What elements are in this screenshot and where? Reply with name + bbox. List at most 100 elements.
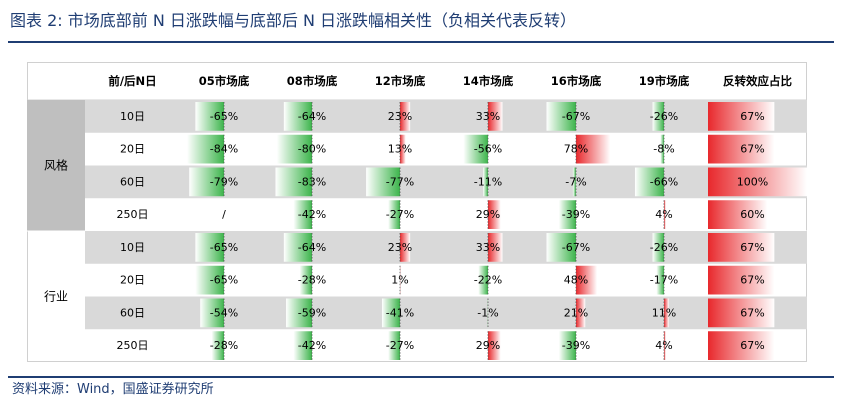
value-label: -65%: [210, 274, 238, 287]
value-label: -7%: [565, 175, 586, 188]
value-label: -77%: [386, 175, 414, 188]
ratio-label: 67%: [740, 143, 764, 156]
neg-bar: [478, 265, 488, 295]
ratio-label: 67%: [740, 339, 764, 352]
neg-bar: [652, 233, 664, 262]
group-cell-bg: [27, 100, 85, 231]
neg-bar: [656, 265, 664, 295]
ratio-bar: [708, 298, 775, 328]
neg-bar: [463, 134, 488, 164]
pos-bar: [400, 233, 411, 262]
value-label: 33%: [476, 241, 500, 254]
ratio-bar: [708, 265, 775, 295]
neg-bar: [293, 331, 312, 360]
pos-bar: [400, 134, 406, 164]
pos-bar: [488, 102, 503, 131]
row-label: 250日: [117, 208, 149, 221]
ratio-label: 60%: [740, 208, 764, 221]
neg-bar: [652, 102, 664, 131]
neg-bar: [195, 102, 224, 131]
ratio-label: 67%: [740, 306, 764, 319]
value-label: 33%: [476, 110, 500, 123]
neg-bar: [388, 331, 400, 360]
neg-bar: [660, 134, 664, 164]
value-label: -67%: [562, 241, 590, 254]
value-label: -22%: [474, 274, 502, 287]
pos-bar: [400, 102, 411, 131]
value-label: 48%: [564, 274, 588, 287]
header-cell: 05市场底: [199, 74, 250, 88]
pos-bar: [488, 331, 501, 360]
neg-bar: [572, 167, 576, 197]
ratio-bar: [708, 134, 775, 164]
value-label: -65%: [210, 110, 238, 123]
value-label: -64%: [298, 110, 326, 123]
neg-bar: [283, 233, 312, 262]
value-label: -42%: [298, 208, 326, 221]
pos-bar: [576, 298, 586, 328]
neg-bar: [283, 102, 312, 131]
pos-bar: [664, 331, 666, 360]
neg-bar: [483, 167, 488, 197]
value-label: -39%: [562, 339, 590, 352]
header-cell: 16市场底: [551, 74, 602, 88]
value-label: -80%: [298, 143, 326, 156]
value-label: -17%: [650, 274, 678, 287]
neg-bar: [558, 200, 576, 229]
value-label: 21%: [564, 306, 588, 319]
row-label: 20日: [120, 143, 145, 156]
neg-bar: [195, 233, 224, 262]
neg-bar: [275, 167, 312, 197]
source-note: 资料来源：Wind，国盛证券研究所: [12, 382, 214, 397]
header-cell: 14市场底: [463, 74, 514, 88]
title-divider: [8, 41, 834, 43]
ratio-bar: [708, 200, 768, 229]
row-label: 60日: [120, 175, 145, 188]
chart-title: 图表 2: 市场底部前 N 日涨跌幅与底部后 N 日涨跌幅相关性（负相关代表反转…: [10, 11, 577, 30]
neg-bar: [189, 167, 224, 197]
value-label: -54%: [210, 306, 238, 319]
neg-bar: [211, 331, 224, 360]
value-label: -83%: [298, 175, 326, 188]
neg-bar: [558, 331, 576, 360]
value-label: -28%: [298, 274, 326, 287]
pos-bar: [664, 200, 666, 229]
value-label: -42%: [298, 339, 326, 352]
value-label: 11%: [652, 306, 676, 319]
value-label: -1%: [477, 306, 498, 319]
pos-bar: [488, 233, 503, 262]
value-label: 13%: [388, 143, 412, 156]
ratio-label: 100%: [737, 175, 768, 188]
neg-bar: [546, 102, 576, 131]
neg-bar: [299, 265, 312, 295]
header-cell: 反转效应占比: [723, 74, 792, 88]
value-label: -28%: [210, 339, 238, 352]
value-label: -26%: [650, 241, 678, 254]
ratio-bar: [708, 233, 775, 262]
value-label: -39%: [562, 208, 590, 221]
value-label: -64%: [298, 241, 326, 254]
header-cell: 19市场底: [639, 74, 690, 88]
value-label: 78%: [564, 143, 588, 156]
neg-bar: [381, 298, 400, 328]
row-band: [85, 231, 807, 264]
neg-bar: [187, 134, 224, 164]
group-label: 行业: [44, 290, 68, 304]
neg-bar: [388, 200, 400, 229]
header-cell: 08市场底: [287, 74, 338, 88]
value-label: -8%: [653, 143, 674, 156]
neg-bar: [200, 298, 224, 328]
value-label: 4%: [655, 208, 672, 221]
neg-bar: [286, 298, 312, 328]
value-label: 1%: [391, 274, 408, 287]
pos-bar: [488, 200, 501, 229]
value-label: 23%: [388, 241, 412, 254]
header-cell: 前/后N日: [108, 74, 156, 88]
value-label: -41%: [386, 306, 414, 319]
row-label: 20日: [120, 274, 145, 287]
row-label: 60日: [120, 306, 145, 319]
neg-bar: [366, 167, 400, 197]
source-divider: [8, 376, 834, 378]
neg-bar: [546, 233, 576, 262]
